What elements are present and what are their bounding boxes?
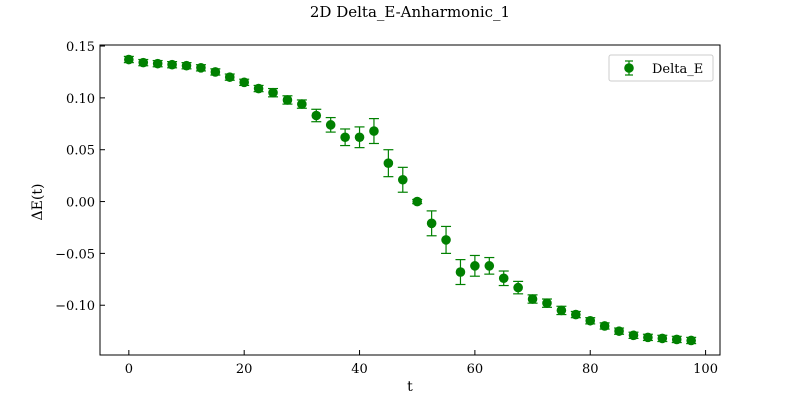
data-point (513, 282, 523, 293)
y-tick-label: 0.10 (66, 92, 95, 107)
data-point (397, 174, 408, 185)
y-tick-label: 0.00 (66, 196, 95, 211)
data-point (441, 235, 451, 245)
y-tick-label: 0.15 (66, 40, 95, 55)
data-point (628, 330, 639, 341)
data-point (657, 333, 668, 344)
data-point (297, 99, 307, 109)
plot-area (123, 54, 697, 346)
y-tick-label: 0.05 (66, 144, 95, 159)
data-point (671, 334, 682, 345)
legend-box (608, 54, 714, 82)
y-tick-label: −0.05 (55, 247, 95, 262)
y-tick-label: −0.10 (55, 299, 95, 314)
series-Delta_E (123, 54, 697, 346)
legend-label: Delta_E (652, 62, 703, 77)
data-point (282, 95, 293, 105)
data-point (498, 273, 509, 284)
data-point (686, 335, 696, 346)
data-point (484, 261, 495, 271)
data-point (239, 77, 249, 88)
data-point (340, 132, 350, 143)
data-point (527, 294, 538, 304)
data-point (571, 309, 581, 320)
data-point (311, 110, 322, 121)
data-point (152, 58, 163, 69)
data-point (412, 196, 423, 207)
data-point (181, 60, 192, 71)
data-point (383, 158, 394, 168)
data-point (556, 305, 567, 316)
legend-marker (624, 63, 634, 73)
data-point (124, 54, 134, 65)
data-point (224, 72, 235, 82)
data-point (614, 326, 624, 336)
data-point (268, 87, 278, 98)
data-point (325, 120, 336, 130)
data-point (167, 59, 177, 70)
data-point (426, 218, 437, 229)
data-point (138, 57, 149, 68)
x-tick-label: 20 (236, 362, 253, 377)
x-tick-label: 40 (351, 362, 368, 377)
data-point (599, 321, 610, 331)
y-axis-label: ΔE(t) (30, 184, 46, 221)
axis-ticks: 0 20 40 60 80 100 −0.10 −0.05 0.00 0.05 0.10 0.15 (55, 40, 718, 377)
data-point (470, 261, 480, 271)
data-point (253, 83, 264, 94)
data-point (585, 315, 596, 326)
data-point (210, 67, 221, 77)
data-point (369, 126, 379, 136)
data-point (643, 332, 653, 343)
data-point (196, 63, 206, 73)
plot-frame (99, 44, 721, 356)
legend: Delta_E (608, 54, 714, 82)
chart-title: 2D Delta_E-Anharmonic_1 (310, 3, 510, 21)
x-axis-label: t (407, 379, 413, 395)
x-tick-label: 100 (693, 362, 718, 377)
data-point (354, 132, 365, 143)
data-point (542, 298, 552, 308)
x-tick-label: 80 (582, 362, 599, 377)
x-tick-label: 0 (125, 362, 133, 377)
x-tick-label: 60 (467, 362, 484, 377)
data-point (455, 267, 466, 277)
